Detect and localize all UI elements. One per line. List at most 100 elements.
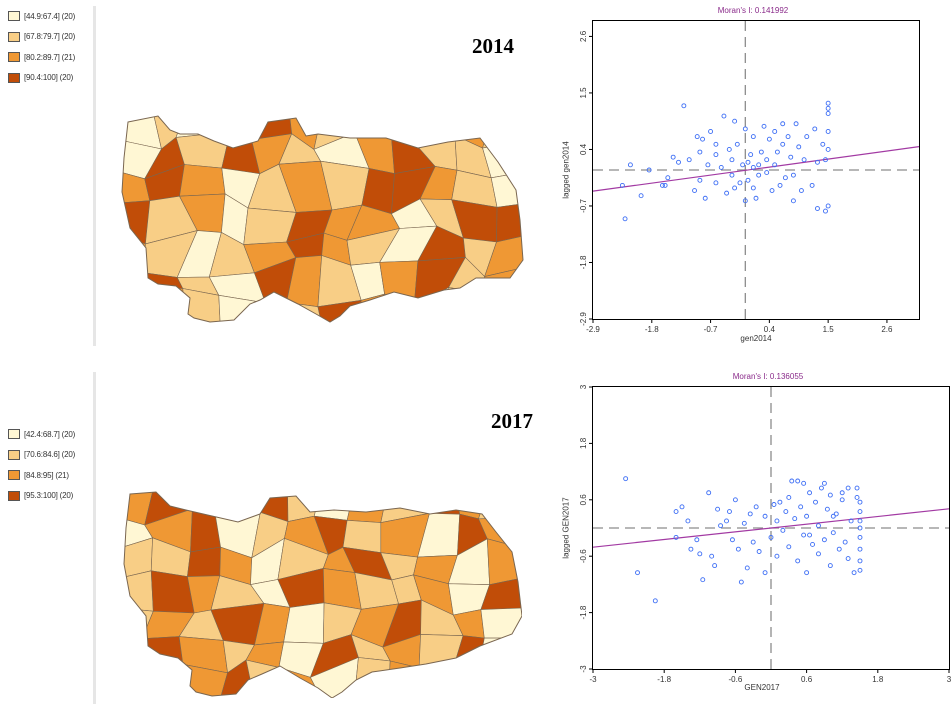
legend-label: [84.8:95] (21) bbox=[24, 470, 69, 480]
data-point bbox=[744, 565, 750, 571]
y-tick-label: -0.6 bbox=[579, 549, 588, 563]
province bbox=[254, 302, 290, 322]
data-point bbox=[804, 513, 810, 519]
data-point bbox=[774, 553, 780, 559]
x-axis-label: GEN2017 bbox=[744, 683, 780, 692]
data-point bbox=[758, 149, 764, 155]
y-tick-label: -1.8 bbox=[579, 255, 588, 269]
data-point bbox=[839, 497, 845, 503]
data-point bbox=[753, 195, 759, 201]
x-tick-label: -1.8 bbox=[657, 675, 671, 684]
data-point bbox=[705, 162, 711, 168]
data-point bbox=[756, 549, 762, 554]
data-point bbox=[792, 516, 798, 522]
data-point bbox=[697, 149, 703, 155]
legend-swatch bbox=[8, 429, 20, 440]
data-point bbox=[816, 523, 821, 529]
y-tick-label: -1.8 bbox=[579, 605, 588, 619]
country-outline bbox=[121, 115, 524, 323]
data-point bbox=[780, 121, 786, 127]
data-point bbox=[662, 182, 668, 188]
data-point bbox=[762, 570, 768, 576]
choropleth-map-2017 bbox=[123, 491, 522, 698]
province-group bbox=[122, 116, 523, 322]
province bbox=[153, 663, 188, 698]
data-point bbox=[801, 157, 807, 163]
legend-label: [67.8:79.7] (20) bbox=[24, 32, 76, 42]
data-point bbox=[742, 126, 748, 132]
data-point bbox=[782, 175, 788, 181]
moran-scatter-2014: Moran's I: 0.141992 -2.9 -1.8 -0.7 0.4 1.5 2.… bbox=[552, 6, 932, 346]
legend-label: [90.4:100] (20) bbox=[24, 73, 74, 83]
x-tick-label: 1.8 bbox=[872, 675, 884, 684]
province bbox=[480, 577, 522, 610]
data-point bbox=[789, 478, 795, 484]
data-point bbox=[825, 100, 831, 106]
data-point bbox=[709, 553, 715, 559]
province bbox=[214, 492, 261, 513]
data-point bbox=[750, 539, 756, 545]
data-point bbox=[857, 525, 863, 531]
data-point bbox=[772, 129, 778, 134]
data-point bbox=[774, 149, 780, 155]
legend-swatch bbox=[8, 449, 20, 460]
data-point bbox=[813, 499, 818, 505]
province bbox=[190, 508, 221, 553]
data-point bbox=[777, 499, 783, 505]
x-tick-label: -0.6 bbox=[729, 675, 743, 684]
x-tick-label: -2.9 bbox=[586, 325, 600, 334]
data-point bbox=[638, 193, 644, 199]
legend-label: [42.4:68.7] (20) bbox=[24, 429, 76, 439]
data-point bbox=[798, 504, 804, 510]
data-point bbox=[727, 509, 732, 515]
data-point bbox=[836, 546, 842, 552]
data-point bbox=[732, 497, 738, 503]
data-point bbox=[821, 480, 827, 486]
data-point bbox=[762, 513, 768, 519]
data-point bbox=[652, 598, 658, 604]
y-tick-label: 3 bbox=[579, 384, 588, 389]
data-point bbox=[676, 159, 681, 165]
regression-line bbox=[593, 146, 919, 192]
legend-item: [42.4:68.7] (20) bbox=[8, 424, 75, 445]
data-point bbox=[753, 504, 759, 510]
legend-label: [70.6:84.6] (20) bbox=[24, 450, 76, 460]
data-point bbox=[790, 172, 796, 178]
data-point bbox=[747, 511, 753, 517]
data-point bbox=[839, 490, 845, 496]
province bbox=[175, 131, 231, 169]
data-point bbox=[848, 518, 854, 524]
data-point bbox=[796, 144, 802, 150]
x-tick-label: -3 bbox=[589, 675, 597, 684]
y-tick-label: -3 bbox=[579, 665, 588, 673]
moran-scatter-2017: Moran's I: 0.136055 -3 -1.8 -0.6 0.6 1.8 3 -3 -… bbox=[552, 372, 951, 706]
year-label-2014: 2014 bbox=[472, 34, 514, 58]
data-point bbox=[818, 485, 824, 491]
data-point bbox=[815, 159, 820, 165]
data-point bbox=[823, 208, 828, 214]
data-point bbox=[857, 558, 863, 564]
choropleth-map-2014 bbox=[121, 115, 524, 323]
data-point bbox=[827, 492, 833, 498]
data-point bbox=[830, 513, 836, 519]
data-point bbox=[768, 534, 774, 540]
y-tick-label: 0.6 bbox=[579, 494, 588, 506]
legend-swatch bbox=[8, 52, 20, 63]
divider-line bbox=[93, 372, 96, 704]
province bbox=[122, 116, 162, 150]
data-point bbox=[700, 136, 706, 142]
data-point bbox=[670, 154, 676, 160]
province bbox=[175, 116, 231, 138]
data-point bbox=[821, 537, 827, 543]
y-tick-label: 1.5 bbox=[579, 87, 588, 99]
legend-swatch bbox=[8, 72, 20, 83]
data-point bbox=[734, 141, 740, 147]
province bbox=[477, 667, 522, 698]
province bbox=[122, 287, 155, 322]
province bbox=[387, 660, 422, 698]
province bbox=[124, 570, 154, 612]
data-point bbox=[713, 141, 719, 147]
province bbox=[122, 200, 151, 245]
data-point bbox=[795, 558, 801, 564]
y-tick-label: 0.4 bbox=[579, 143, 588, 155]
